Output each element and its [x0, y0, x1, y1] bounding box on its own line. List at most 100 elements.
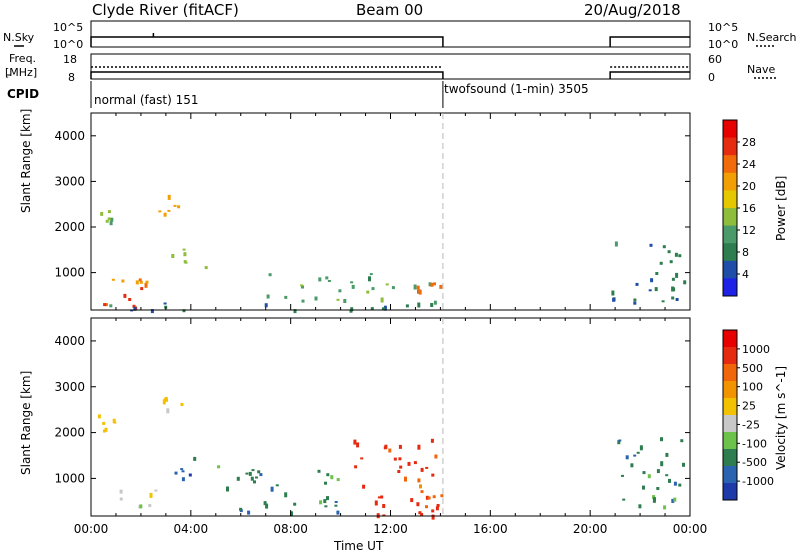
power-pixel	[177, 205, 181, 209]
velocity-pixel	[647, 474, 651, 479]
velocity-pixel	[162, 399, 166, 405]
beam-label: Beam 00	[356, 1, 424, 19]
velocity-pixel	[432, 495, 436, 499]
velocity-pixel	[354, 465, 358, 469]
velocity-pixel	[668, 478, 671, 483]
colorbar-tick-label: 4	[742, 268, 749, 281]
velocity-pixel	[671, 498, 675, 503]
velocity-colorbar-swatch	[723, 449, 737, 467]
velocity-pixel	[323, 499, 327, 504]
power-pixel	[268, 273, 272, 277]
velocity-pixel	[174, 471, 178, 475]
velocity-pixel	[336, 478, 340, 482]
velocity-pixel	[112, 418, 116, 423]
velocity-pixel	[245, 472, 249, 475]
power-colorbar-swatch	[723, 172, 737, 191]
power-colorbar-swatch	[723, 278, 737, 297]
power-pixel	[368, 276, 371, 282]
velocity-pixel	[638, 504, 642, 509]
power-pixel	[135, 280, 139, 285]
power-pixel	[109, 221, 113, 226]
nave-tick-bottom: 0	[708, 71, 715, 84]
velocity-pixel	[353, 439, 357, 445]
velocity-pixel	[356, 442, 360, 448]
power-pixel	[150, 309, 154, 314]
nave-tick-top: 60	[708, 53, 722, 66]
power-pixel	[416, 285, 420, 290]
velocity-colorbar-swatch	[723, 381, 737, 399]
velocity-pixel	[682, 462, 685, 467]
freq-tick-top: 18	[63, 53, 77, 66]
power-pixel	[669, 260, 673, 264]
station-title: Clyde River (fitACF)	[92, 1, 239, 19]
velocity-colorbar-swatch	[723, 415, 737, 433]
velocity-pixel	[324, 505, 328, 508]
velocity-pixel	[180, 468, 184, 471]
velocity-pixel	[334, 501, 338, 503]
power-pixel	[433, 300, 437, 305]
nsky-trace-1	[90, 36, 444, 47]
power-pixel	[405, 304, 409, 308]
velocity-pixel	[247, 510, 251, 515]
cpid-mode-2: twofsound (1-min) 3505	[444, 82, 589, 96]
cpid-mode-1: normal (fast) 151	[94, 93, 199, 107]
power-pixel	[301, 299, 305, 303]
velocity-pixel	[665, 474, 669, 477]
nsky-tick-top: 10^5	[53, 21, 84, 34]
velocity-pixel	[270, 486, 274, 492]
power-pixel	[343, 299, 347, 303]
colorbar-tick-label: -500	[742, 456, 767, 469]
power-pixel	[633, 301, 637, 305]
velocity-pixel	[673, 481, 677, 486]
freq-label: Freq.	[9, 52, 37, 65]
colorbar-tick-label: -100	[742, 437, 767, 450]
colorbar-tick-label: 8	[742, 246, 749, 259]
velocity-pixel	[382, 514, 386, 517]
velocity-pixel	[384, 444, 388, 449]
velocity-pixel	[113, 421, 117, 424]
velocity-pixel	[630, 463, 634, 468]
velocity-pixel	[119, 497, 123, 501]
power-pixel	[366, 290, 370, 294]
velocity-pixel	[263, 501, 267, 506]
cpid-label: CPID	[7, 87, 40, 101]
power-pixel	[139, 280, 143, 284]
power-panel-frame	[90, 112, 691, 311]
freq-tick-bottom: 8	[68, 71, 75, 84]
velocity-pixel	[163, 398, 167, 401]
power-pixel	[184, 261, 188, 264]
date-label: 20/Aug/2018	[584, 1, 681, 19]
velocity-colorbar-swatch	[723, 364, 737, 382]
power-colorbar-swatch	[723, 155, 737, 174]
power-pixel	[611, 290, 615, 296]
power-pixel	[163, 212, 167, 217]
velocity-pixel	[663, 505, 667, 510]
power-colorbar-swatch	[723, 137, 737, 156]
power-colorbar-swatch	[723, 208, 737, 227]
velocity-pixel	[236, 476, 240, 481]
velocity-pixel	[656, 469, 660, 474]
nsky-panel-frame	[90, 20, 691, 48]
velocity-pixel	[226, 486, 229, 492]
velocity-pixel	[148, 504, 152, 508]
power-pixel	[671, 296, 675, 300]
power-pixel	[105, 219, 109, 223]
velocity-pixel	[407, 461, 411, 466]
velocity-pixel	[334, 504, 338, 507]
velocity-pixel	[265, 503, 269, 509]
power-pixel	[428, 282, 432, 287]
velocity-pixel	[393, 457, 397, 461]
velocity-pixel	[139, 504, 143, 509]
power-pixel	[301, 285, 304, 289]
power-pixel	[171, 254, 175, 258]
velocity-pixel	[633, 454, 637, 457]
power-pixel	[391, 286, 395, 290]
power-pixel	[369, 273, 373, 276]
velocity-panel-frame	[90, 317, 691, 517]
velocity-pixel	[427, 496, 431, 500]
power-pixel	[674, 252, 678, 257]
power-pixel	[612, 297, 616, 302]
time-tick-label: 20:00	[573, 522, 608, 536]
